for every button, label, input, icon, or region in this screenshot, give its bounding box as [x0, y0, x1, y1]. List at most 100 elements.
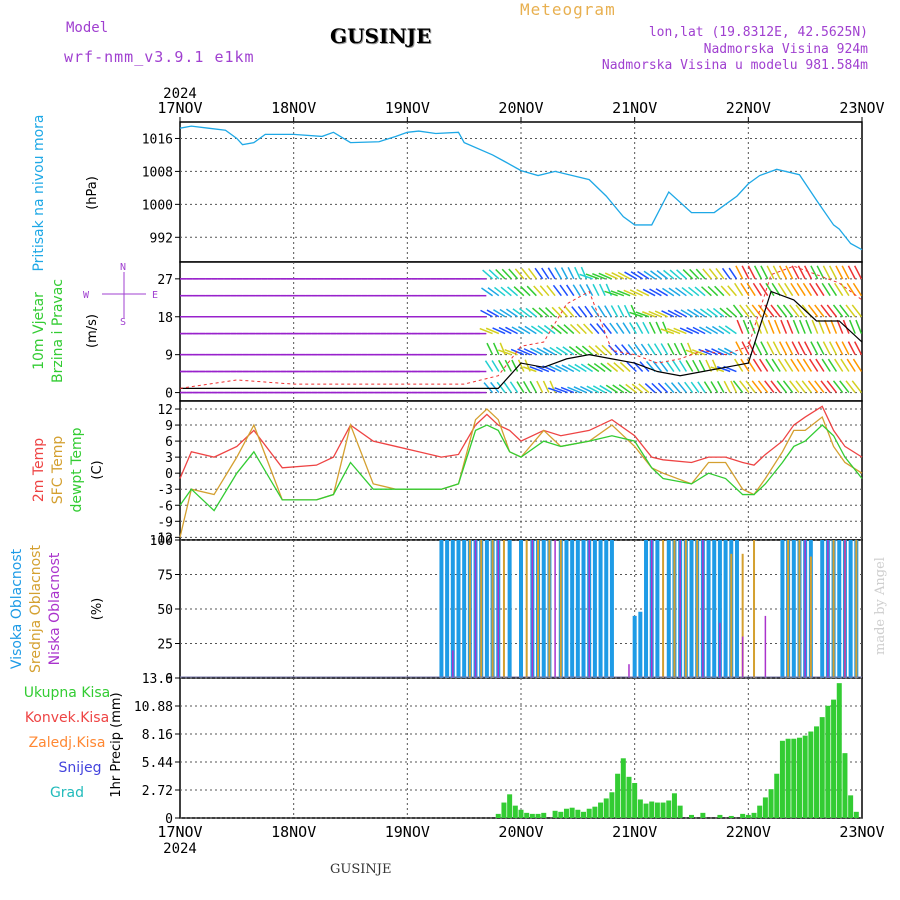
cloud-bar — [474, 540, 477, 678]
pressure-axis-title: Pritisak na nivou mora — [31, 114, 47, 271]
cloud-bar — [491, 540, 494, 678]
wind-arrow — [512, 308, 525, 318]
temp-unit: (C) — [90, 460, 105, 479]
wind-arrow — [748, 319, 756, 334]
wind-arrow — [752, 358, 763, 372]
wind-arrow — [546, 285, 556, 297]
precip-bar — [592, 806, 598, 818]
wind-arrow — [640, 343, 650, 356]
wind-arrow — [511, 326, 525, 335]
wind-arrow — [686, 327, 700, 335]
wind-arrow — [498, 326, 512, 335]
cloud-bar — [787, 540, 790, 678]
wind-arrow — [612, 384, 625, 394]
wind-arrow — [637, 270, 650, 280]
cloud-bar — [679, 540, 681, 678]
wind-arrow — [504, 359, 513, 372]
wind-arrow — [753, 265, 763, 280]
wind-arrow — [555, 364, 568, 373]
wind-arrow — [647, 343, 656, 356]
wind-arrow — [827, 282, 838, 297]
pressure-title-text: Pritisak na nivou mora — [31, 114, 47, 271]
wind-arrow — [814, 380, 825, 394]
cloud-bar — [456, 540, 461, 678]
cloud-bar — [638, 611, 643, 678]
wind-arrow — [710, 381, 719, 393]
y-tick-label: 27 — [157, 273, 173, 288]
model-name: wrf-nmm_v3.9.1 e1km — [64, 48, 255, 66]
wind-arrow — [760, 265, 769, 280]
wind-arrow — [521, 268, 531, 280]
precip-bar — [757, 805, 763, 818]
wind-arrow — [556, 324, 569, 335]
wind-arrow — [599, 384, 612, 394]
wind-arrow — [543, 324, 556, 335]
wind-arrow — [536, 380, 544, 393]
temp-series-line — [179, 424, 863, 512]
wind-arrow — [630, 271, 644, 280]
wind-arrow — [623, 289, 637, 297]
wind-arrow — [752, 282, 763, 297]
wind-arrow — [719, 307, 731, 318]
model-elevation-label: Nadmorska Visina u modelu 981.584m — [601, 58, 868, 73]
wind-arrow — [486, 309, 500, 318]
cloud-bar — [741, 553, 744, 678]
cloud-bar — [719, 622, 721, 678]
pressure-unit-text: (hPa) — [85, 176, 100, 210]
wind-arrow — [667, 342, 675, 356]
wind-arrow — [549, 346, 562, 356]
wind-arrow — [797, 265, 806, 280]
wind-arrow — [562, 346, 575, 356]
wind-arrow — [598, 272, 612, 280]
wind-arrow — [571, 306, 581, 318]
wind-arrow — [555, 346, 569, 356]
wind-arrow — [824, 319, 831, 334]
year-label-bottom: 2024 — [163, 841, 197, 857]
precip-bar — [569, 807, 575, 818]
wind-arrow — [592, 272, 606, 280]
wind-arrow — [491, 360, 500, 372]
wind-arrow — [610, 305, 619, 318]
wind-speed-line — [180, 290, 863, 389]
wind-arrow — [575, 345, 587, 356]
cloud-axis-title: Srednja Oblacnost — [28, 545, 44, 673]
wind-arrow — [624, 271, 637, 280]
wind-arrow — [648, 310, 662, 318]
pressure-line — [179, 125, 863, 251]
wind-arrow — [583, 323, 594, 335]
wind-arrow — [664, 382, 675, 394]
wind-arrow — [840, 358, 850, 372]
wind-title-text: Brzina i Pravac — [50, 279, 66, 383]
wind-arrow — [542, 380, 550, 393]
wind-unit-text: (m/s) — [85, 314, 100, 348]
y-tick-label: -12 — [150, 531, 173, 546]
wind-arrow — [495, 268, 506, 280]
wind-arrow — [841, 265, 850, 280]
wind-arrow — [674, 309, 687, 318]
wind-arrow — [680, 342, 688, 355]
y-tick-label: 75 — [157, 569, 173, 584]
wind-arrow — [778, 265, 788, 280]
cloud-title-text: Niska Oblacnost — [47, 552, 63, 665]
wind-arrow — [740, 358, 750, 372]
wind-arrow — [676, 269, 687, 280]
wind-arrow — [574, 266, 581, 280]
cloud-bar — [804, 540, 806, 678]
wind-arrow — [721, 267, 731, 280]
wind-arrow — [567, 386, 581, 394]
wind-arrow — [707, 285, 719, 297]
precip-bar — [819, 717, 825, 818]
wind-arrow — [784, 282, 794, 297]
wind-arrow — [614, 344, 625, 356]
cloud-bar — [548, 540, 551, 678]
wind-arrow — [539, 285, 550, 297]
precip-bar — [796, 737, 802, 818]
cloud-bar — [723, 540, 728, 678]
wind-arrow — [809, 358, 819, 372]
wind-arrow — [835, 265, 844, 280]
cloud-bar — [588, 540, 590, 678]
wind-arrow — [606, 362, 619, 373]
wind-arrow — [835, 341, 844, 356]
wind-arrow — [790, 282, 800, 297]
wind-arrow — [494, 286, 506, 297]
